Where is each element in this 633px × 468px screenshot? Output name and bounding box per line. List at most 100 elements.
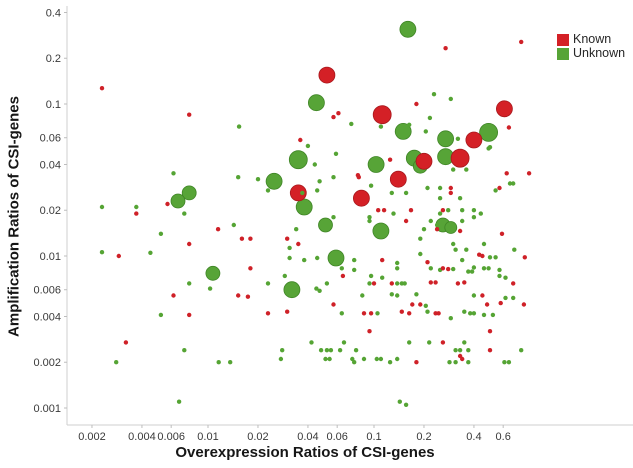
- data-point: [499, 231, 505, 236]
- data-point: [285, 236, 290, 241]
- y-tick-label: 0.001: [33, 403, 61, 415]
- data-point: [285, 309, 290, 314]
- data-point: [487, 348, 493, 353]
- data-point: [407, 122, 412, 128]
- data-point: [375, 311, 380, 316]
- data-point: [487, 255, 493, 260]
- x-tick-label: 0.02: [247, 431, 268, 443]
- data-point: [336, 111, 341, 116]
- data-point: [437, 196, 443, 201]
- data-point: [376, 208, 381, 213]
- data-point: [480, 293, 485, 298]
- data-point: [503, 275, 508, 280]
- data-point: [123, 340, 129, 345]
- data-point: [453, 247, 458, 252]
- data-point: [427, 115, 433, 121]
- x-tick-label: 0.2: [416, 431, 431, 443]
- data-point: [421, 227, 427, 232]
- y-tick-label: 0.006: [33, 285, 61, 297]
- data-point: [165, 201, 170, 207]
- data-point: [171, 171, 176, 176]
- data-point: [497, 267, 502, 273]
- unknown-color-swatch: [557, 47, 569, 60]
- data-point: [440, 208, 446, 213]
- data-point: [418, 251, 423, 257]
- data-point: [399, 20, 417, 38]
- x-tick-label: 0.4: [466, 431, 481, 443]
- data-point: [397, 399, 402, 404]
- data-point: [352, 257, 357, 263]
- data-point: [367, 215, 372, 220]
- data-point: [407, 340, 412, 345]
- data-point: [327, 356, 332, 362]
- data-point: [399, 309, 404, 314]
- data-point: [504, 171, 509, 176]
- data-point: [371, 281, 377, 286]
- data-point: [407, 311, 412, 316]
- data-point: [331, 302, 336, 307]
- data-point: [437, 211, 443, 216]
- data-point: [323, 356, 328, 362]
- data-point: [512, 247, 517, 252]
- data-point: [298, 137, 303, 143]
- data-point: [437, 185, 443, 191]
- data-point: [245, 294, 251, 299]
- y-tick-label: 0.2: [46, 53, 61, 65]
- data-point: [455, 281, 461, 286]
- data-point: [205, 265, 221, 281]
- data-point: [414, 292, 419, 297]
- data-point: [507, 181, 513, 186]
- data-point: [378, 124, 384, 129]
- data-point: [328, 348, 334, 353]
- data-point: [464, 167, 469, 172]
- y-tick-label: 0.004: [33, 311, 61, 323]
- data-point: [331, 175, 336, 180]
- y-tick-label: 0.06: [40, 133, 61, 145]
- data-point: [372, 105, 392, 125]
- data-point: [99, 204, 105, 210]
- x-tick-label: 0.06: [326, 431, 347, 443]
- data-point: [309, 340, 314, 345]
- y-tick-label: 0.1: [46, 99, 61, 111]
- data-point: [469, 269, 475, 274]
- data-point: [374, 356, 379, 362]
- data-point: [318, 217, 333, 233]
- data-point: [447, 360, 452, 365]
- data-point: [428, 266, 433, 271]
- legend: Known Unknown: [557, 33, 625, 61]
- data-point: [471, 215, 477, 220]
- data-point: [381, 208, 387, 213]
- data-point: [248, 266, 253, 271]
- data-point: [425, 309, 430, 314]
- data-point: [466, 348, 471, 353]
- data-point: [414, 360, 419, 365]
- data-point: [187, 112, 192, 117]
- data-point: [415, 152, 433, 170]
- data-point: [239, 236, 245, 241]
- data-point: [158, 231, 164, 236]
- data-point: [176, 399, 182, 404]
- x-tick-label: 0.002: [78, 431, 106, 443]
- data-point: [511, 281, 516, 286]
- legend-item-unknown: Unknown: [557, 47, 625, 60]
- data-point: [331, 114, 336, 120]
- data-point: [443, 46, 448, 51]
- data-point: [389, 190, 394, 196]
- y-tick-label: 0.04: [40, 159, 61, 171]
- data-point: [378, 356, 384, 362]
- x-axis-title: Overexpression Ratios of CSI-genes: [175, 444, 435, 461]
- data-point: [389, 170, 407, 188]
- data-point: [453, 360, 458, 365]
- data-point: [265, 188, 271, 193]
- data-point: [444, 221, 458, 234]
- x-tick-label: 0.01: [197, 431, 218, 443]
- data-point: [478, 211, 483, 216]
- data-point: [486, 146, 491, 151]
- data-point: [522, 255, 527, 260]
- known-color-swatch: [557, 33, 569, 46]
- data-point: [368, 311, 374, 316]
- data-point: [280, 348, 285, 353]
- data-point: [134, 204, 139, 210]
- data-point: [451, 266, 456, 272]
- data-point: [287, 255, 292, 261]
